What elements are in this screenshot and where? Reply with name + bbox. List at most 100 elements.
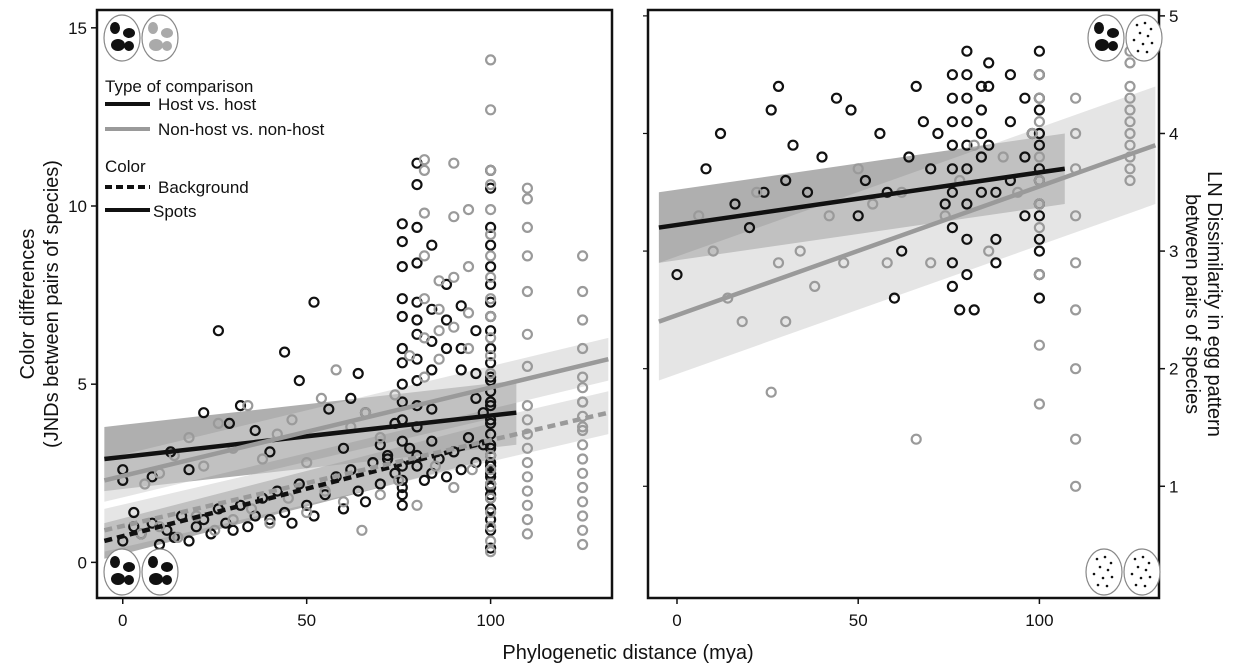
data-point-non-host-spots (462, 261, 475, 273)
data-point-non-host-spots (485, 293, 497, 305)
data-point-host-background (411, 460, 423, 472)
y-tick-label: 2 (1169, 360, 1178, 379)
egg-icon-black-spots-bottom-2 (141, 548, 179, 596)
data-point-host-spots (426, 364, 438, 376)
data-point-non-host (1124, 92, 1136, 104)
data-point-host-spots (485, 342, 497, 355)
data-point-host-spots (323, 403, 335, 415)
data-point-non-host-background (576, 424, 589, 437)
data-point-host (975, 104, 988, 116)
data-point-host-spots (396, 310, 408, 323)
data-point-non-host-background (374, 489, 386, 501)
data-point-host-spots (440, 342, 453, 355)
data-point-host-background (462, 432, 475, 444)
data-point-non-host-spots (521, 360, 534, 372)
data-point-host (983, 139, 995, 151)
data-point-non-host-spots (485, 104, 497, 116)
data-point-host-spots (455, 342, 467, 355)
data-point-non-host-spots (433, 275, 445, 287)
data-point-host-spots (426, 239, 438, 251)
data-point-non-host (1124, 57, 1136, 69)
data-point-host-spots (485, 239, 497, 251)
data-point-non-host-background (172, 531, 184, 544)
data-point-non-host-background (485, 535, 497, 547)
data-point-host (874, 127, 886, 140)
data-point-host-spots (485, 442, 497, 454)
data-point-host (990, 233, 1002, 245)
data-point-non-host-spots (418, 154, 430, 166)
egg-icon-gray-spots (141, 14, 179, 62)
data-point-non-host-spots (448, 157, 460, 169)
data-point-non-host-spots (485, 228, 497, 241)
data-point-non-host-background (485, 449, 497, 462)
data-point-host (975, 127, 988, 140)
data-point-host (1019, 151, 1031, 163)
data-point-host (845, 104, 857, 116)
data-point-non-host-spots (485, 350, 497, 362)
regression-line-host (658, 166, 1066, 230)
data-point-host (983, 80, 995, 93)
data-point-host-spots (345, 392, 357, 404)
data-point-non-host (1069, 210, 1082, 222)
data-point-host-spots (279, 346, 291, 358)
data-point-non-host (983, 245, 995, 257)
egg-icon-black-spots-right (1087, 14, 1125, 62)
data-point-host-background (319, 489, 331, 501)
data-point-non-host (1124, 174, 1136, 187)
data-point-host-background (168, 531, 180, 544)
data-point-non-host (1033, 398, 1046, 410)
data-point-host (743, 222, 756, 234)
data-point-non-host (1069, 363, 1082, 375)
data-point-non-host (1124, 116, 1136, 128)
data-point-host-background (485, 375, 497, 387)
data-point-host (1033, 45, 1046, 57)
x-axis-title: Phylogenetic distance (mya) (502, 642, 753, 664)
data-point-host-spots (396, 499, 408, 511)
data-point-non-host (925, 257, 937, 269)
data-point-non-host-background (485, 492, 497, 504)
data-point-host-spots (198, 407, 210, 419)
data-point-non-host-background (337, 496, 350, 508)
egg-icon-dotted-right-bottom-2 (1123, 548, 1161, 596)
data-point-host-spots (183, 464, 195, 476)
data-point-non-host (1069, 304, 1082, 316)
data-point-host-spots (485, 457, 497, 469)
data-point-host-spots (337, 442, 350, 454)
data-point-host-spots (485, 467, 497, 479)
data-point-non-host-spots (576, 285, 589, 298)
data-point-non-host (765, 386, 777, 398)
data-point-host-spots (396, 489, 408, 501)
data-point-host (852, 210, 864, 222)
data-point-host-spots (411, 179, 423, 191)
legend: Type of comparison Host vs. host Non-hos… (105, 77, 325, 221)
data-point-host (990, 257, 1002, 269)
data-point-non-host (751, 186, 763, 198)
data-point-non-host (1033, 339, 1046, 351)
regression-line-host-background (103, 439, 492, 544)
right-plot-area (658, 45, 1157, 492)
data-point-host (787, 139, 799, 151)
data-point-host (1019, 210, 1031, 222)
data-point-host-spots (396, 474, 408, 486)
data-point-non-host-spots (485, 250, 497, 262)
data-point-host-background (485, 513, 497, 526)
data-point-host (903, 151, 915, 163)
data-point-non-host-spots (301, 457, 313, 469)
data-point-non-host (780, 316, 792, 328)
data-point-host-spots (223, 417, 235, 429)
egg-icon-black-spots (103, 14, 141, 62)
data-point-non-host-background (245, 503, 258, 515)
y-tick-label: 5 (78, 375, 87, 394)
data-point-non-host (809, 280, 821, 292)
data-point-non-host (1069, 257, 1082, 269)
data-point-host-spots (396, 236, 408, 248)
data-point-host (961, 163, 973, 175)
data-point-host-spots (396, 378, 408, 390)
data-point-host (961, 198, 973, 210)
y-tick-label: 3 (1169, 242, 1178, 261)
data-point-host (765, 104, 777, 116)
data-point-host-spots (293, 375, 305, 387)
data-point-host (1033, 245, 1046, 257)
data-point-non-host-background (485, 546, 497, 558)
data-point-non-host (881, 257, 893, 269)
